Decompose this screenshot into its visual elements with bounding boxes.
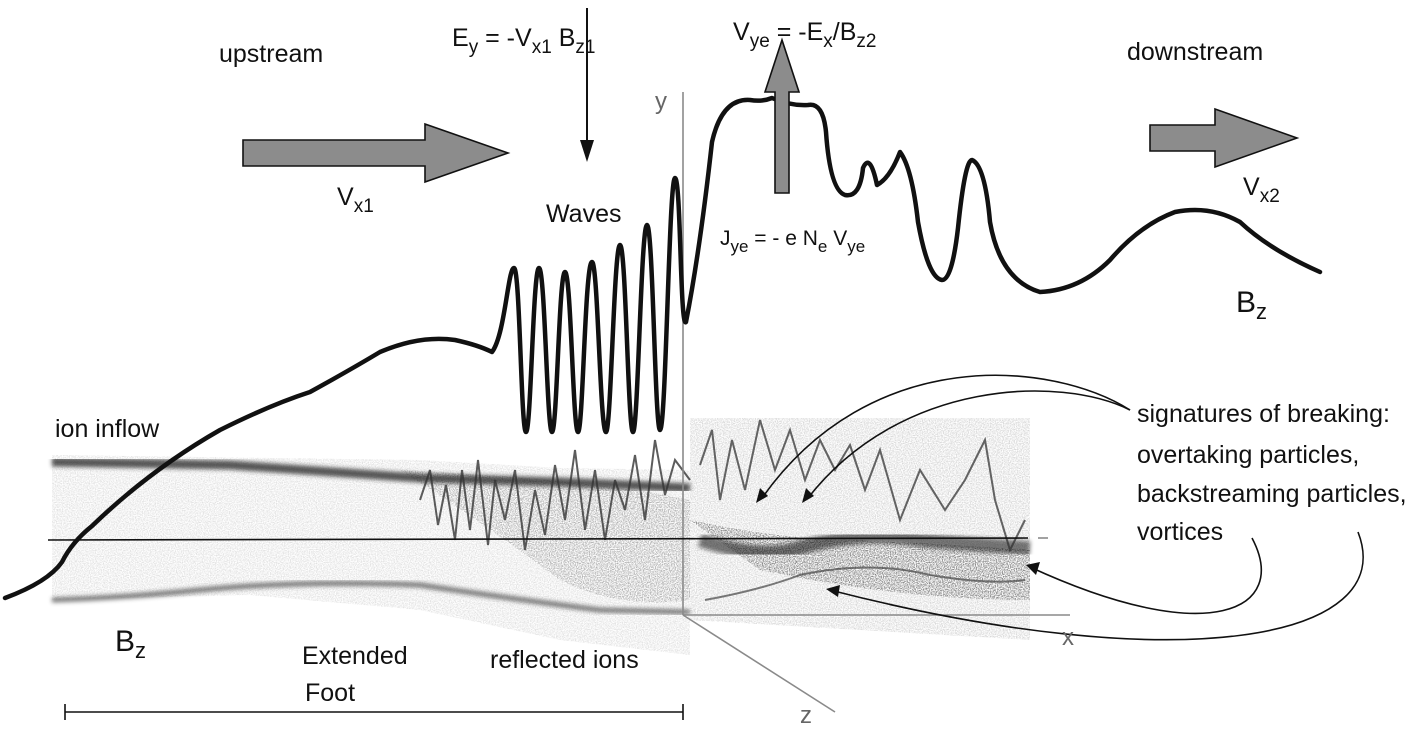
label-reflected-ions: reflected ions xyxy=(490,646,639,674)
pointer-heads xyxy=(756,488,1040,597)
reference-line xyxy=(47,537,1029,541)
label-signatures-4: vortices xyxy=(1137,518,1224,546)
z-axis xyxy=(682,614,836,713)
foot-scale-bar xyxy=(64,704,684,720)
particle-phase-space xyxy=(51,418,1031,655)
ey-arrow-head xyxy=(580,140,594,162)
label-foot: Foot xyxy=(305,679,356,707)
axis-label-z: z xyxy=(800,702,812,729)
label-signatures-2: overtaking particles, xyxy=(1137,441,1360,469)
axis-label-y: y xyxy=(655,88,667,115)
breaking-pointers xyxy=(761,374,1364,641)
label-waves: Waves xyxy=(546,200,622,228)
label-vx2: Vx2 xyxy=(1243,173,1280,207)
coordinate-axes xyxy=(682,92,1070,713)
label-signatures-1: signatures of breaking: xyxy=(1137,400,1390,428)
bz-field-profile xyxy=(2,95,1323,601)
vx1-flow-arrow xyxy=(242,122,511,184)
label-ion-inflow: ion inflow xyxy=(55,415,160,443)
label-extended: Extended xyxy=(302,642,408,670)
label-vye-equation: Vye = -Ex/Bz2 xyxy=(733,18,877,52)
vye-arrow xyxy=(763,37,801,194)
label-signatures-3: backstreaming particles, xyxy=(1137,480,1407,508)
label-bz-lower: Bz xyxy=(115,625,147,663)
label-upstream: upstream xyxy=(219,40,324,68)
label-vx1: Vx1 xyxy=(337,183,374,217)
label-bz-upper: Bz xyxy=(1236,286,1268,324)
axis-label-x: x xyxy=(1062,624,1074,651)
label-ey-equation: Ey = -Vx1 Bz1 xyxy=(452,24,596,58)
label-downstream: downstream xyxy=(1127,38,1264,66)
label-jye-equation: Jye = - e Ne Vye xyxy=(720,227,866,256)
vx2-flow-arrow xyxy=(1149,107,1300,169)
